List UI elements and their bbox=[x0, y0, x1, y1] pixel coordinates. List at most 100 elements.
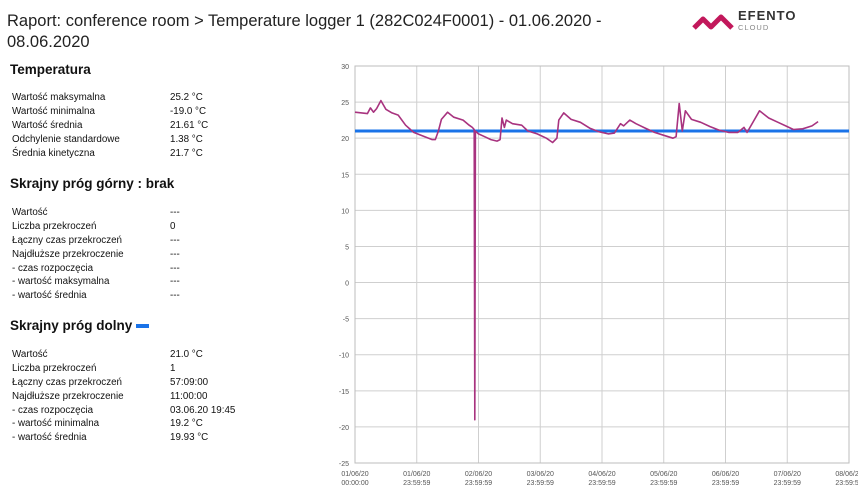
stat-value: 1.38 °C bbox=[170, 133, 203, 145]
stat-label: - czas rozpoczęcia bbox=[12, 404, 94, 416]
logo-subtitle: CLOUD bbox=[738, 23, 770, 32]
stat-label: Średnia kinetyczna bbox=[12, 147, 95, 159]
stat-label: Wartość bbox=[12, 349, 48, 360]
stat-row: Łączny czas przekroczeń --- bbox=[12, 234, 312, 248]
x-tick-time: 23:59:59 bbox=[465, 480, 492, 487]
x-tick-time: 23:59:59 bbox=[774, 480, 801, 487]
stat-value: --- bbox=[170, 262, 180, 274]
y-tick-label: -5 bbox=[343, 317, 349, 324]
stat-row: Wartość minimalna -19.0 °C bbox=[12, 105, 312, 119]
logo-name: EFENTO bbox=[738, 8, 797, 23]
x-tick-date: 01/06/20 bbox=[341, 471, 368, 478]
stat-row: - wartość minimalna 19.2 °C bbox=[12, 417, 312, 431]
stat-label: - wartość minimalna bbox=[12, 418, 100, 430]
stat-value: --- bbox=[170, 290, 180, 302]
lower-threshold-heading-wrap: Skrajny próg dolny bbox=[10, 318, 150, 333]
stat-label: - wartość średnia bbox=[12, 432, 87, 444]
stat-row: Najdłuższe przekroczenie --- bbox=[12, 248, 312, 262]
stat-label: Wartość bbox=[12, 207, 48, 218]
stat-row: Wartość --- bbox=[12, 206, 312, 220]
y-tick-label: 15 bbox=[341, 172, 349, 179]
stat-value: 11:00:00 bbox=[170, 390, 208, 402]
stat-label: Wartość średnia bbox=[12, 119, 83, 131]
stat-label: Najdłuższe przekroczenie bbox=[12, 390, 124, 402]
stat-value: 19.93 °C bbox=[170, 432, 209, 444]
y-tick-label: -25 bbox=[339, 461, 349, 468]
stat-label: Łączny czas przekroczeń bbox=[12, 376, 122, 388]
x-tick-date: 03/06/20 bbox=[527, 471, 554, 478]
stat-label: Łączny czas przekroczeń bbox=[12, 234, 122, 246]
lower-threshold-legend-swatch bbox=[136, 324, 150, 329]
upper-threshold-stats: Wartość --- Liczba przekroczeń 0 Łączny czas… bbox=[12, 206, 312, 303]
stat-row: Liczba przekroczeń 1 bbox=[12, 362, 312, 376]
stat-row: Wartość maksymalna 25.2 °C bbox=[12, 91, 312, 105]
x-tick-date: 08/06/20 bbox=[835, 471, 858, 478]
temperature-stats: Wartość maksymalna 25.2 °C Wartość minimal… bbox=[12, 91, 312, 160]
stat-row: Łączny czas przekroczeń 57:09:00 bbox=[12, 376, 312, 390]
x-tick-time: 23:59:59 bbox=[527, 480, 554, 487]
y-tick-label: 30 bbox=[341, 64, 349, 71]
stat-value: 19.2 °C bbox=[170, 418, 203, 430]
report-title: Raport: conference room > Temperature lo… bbox=[7, 12, 602, 51]
plot-area bbox=[354, 65, 850, 464]
stat-label: - wartość maksymalna bbox=[12, 276, 110, 288]
stat-label: - wartość średnia bbox=[12, 290, 87, 302]
x-tick-date: 05/06/20 bbox=[650, 471, 677, 478]
y-tick-label: -20 bbox=[339, 425, 349, 432]
stat-value: 21.7 °C bbox=[170, 147, 203, 159]
stat-label: Odchylenie standardowe bbox=[12, 133, 120, 145]
x-tick-time: 23:59:59 bbox=[588, 480, 615, 487]
stat-row: Wartość średnia 21.61 °C bbox=[12, 119, 312, 133]
stat-row: - wartość maksymalna --- bbox=[12, 275, 312, 289]
stat-row: Najdłuższe przekroczenie 11:00:00 bbox=[12, 390, 312, 404]
stat-label: Liczba przekroczeń bbox=[12, 362, 97, 374]
x-tick-time: 23:59:59 bbox=[712, 480, 739, 487]
y-tick-label: 0 bbox=[345, 281, 349, 288]
upper-threshold-heading: Skrajny próg górny : brak bbox=[10, 176, 175, 191]
y-tick-label: -10 bbox=[339, 353, 349, 360]
temperature-chart: 30 25 20 15 10 5 0 -5 -10 -15 -20 -25 01/06/20 00:00:… bbox=[339, 64, 858, 487]
stat-row: - czas rozpoczęcia --- bbox=[12, 262, 312, 276]
stat-label: Liczba przekroczeń bbox=[12, 220, 97, 232]
lower-threshold-heading: Skrajny próg dolny bbox=[10, 318, 133, 333]
efento-logo: EFENTO CLOUD bbox=[692, 8, 822, 38]
stat-value: --- bbox=[170, 276, 180, 288]
stat-label: Wartość maksymalna bbox=[12, 92, 106, 103]
stat-row: Średnia kinetyczna 21.7 °C bbox=[12, 147, 312, 161]
y-tick-label: 10 bbox=[341, 208, 349, 215]
stat-row: Liczba przekroczeń 0 bbox=[12, 220, 312, 234]
stat-label: Najdłuższe przekroczenie bbox=[12, 248, 124, 260]
stat-row: Wartość 21.0 °C bbox=[12, 348, 312, 362]
stat-value: -19.0 °C bbox=[170, 105, 207, 117]
stat-value: 1 bbox=[170, 362, 176, 374]
stat-label: Wartość minimalna bbox=[12, 105, 95, 117]
stat-value: 57:09:00 bbox=[170, 376, 209, 388]
x-tick-time: 00:00:00 bbox=[341, 480, 368, 487]
stat-row: - wartość średnia --- bbox=[12, 289, 312, 303]
stat-value: 03.06.20 19:45 bbox=[170, 404, 236, 416]
stat-row: Odchylenie standardowe 1.38 °C bbox=[12, 133, 312, 147]
stat-value: --- bbox=[170, 207, 180, 218]
stat-value: --- bbox=[170, 234, 180, 246]
lower-threshold-stats: Wartość 21.0 °C Liczba przekroczeń 1 Łączny … bbox=[12, 348, 312, 445]
x-tick-date: 02/06/20 bbox=[465, 471, 492, 478]
x-tick-time: 23:59:59 bbox=[403, 480, 430, 487]
y-tick-label: 20 bbox=[341, 136, 349, 143]
efento-logo-icon bbox=[692, 14, 734, 30]
temperature-series-line bbox=[354, 99, 819, 421]
x-tick-date: 07/06/20 bbox=[774, 471, 801, 478]
y-tick-label: 5 bbox=[345, 244, 349, 251]
temperature-heading: Temperatura bbox=[10, 62, 91, 77]
x-tick-time: 23:59:59 bbox=[650, 480, 677, 487]
y-tick-label: -15 bbox=[339, 389, 349, 396]
x-tick-date: 04/06/20 bbox=[588, 471, 615, 478]
y-tick-label: 25 bbox=[341, 100, 349, 107]
stat-value: 21.61 °C bbox=[170, 119, 209, 131]
stat-value: 25.2 °C bbox=[170, 92, 203, 103]
stat-label: - czas rozpoczęcia bbox=[12, 262, 94, 274]
x-tick-date: 01/06/20 bbox=[403, 471, 430, 478]
stat-value: 0 bbox=[170, 220, 176, 232]
stat-value: 21.0 °C bbox=[170, 349, 203, 360]
stat-row: - wartość średnia 19.93 °C bbox=[12, 431, 312, 445]
stat-value: --- bbox=[170, 248, 180, 260]
